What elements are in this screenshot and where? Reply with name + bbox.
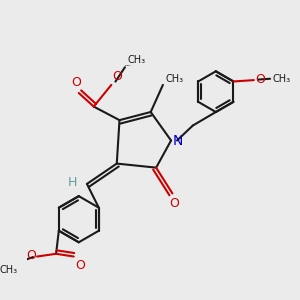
Text: O: O	[26, 250, 36, 262]
Text: O: O	[75, 259, 85, 272]
Text: methyl: methyl	[127, 64, 132, 66]
Text: H: H	[68, 176, 77, 189]
Text: CH₃: CH₃	[272, 74, 290, 84]
Text: O: O	[72, 76, 82, 89]
Text: O: O	[113, 70, 123, 83]
Text: O: O	[255, 73, 265, 86]
Text: CH₃: CH₃	[166, 74, 184, 83]
Text: N: N	[172, 134, 183, 148]
Text: O: O	[169, 197, 179, 211]
Text: methyl: methyl	[125, 64, 130, 66]
Text: CH₃: CH₃	[128, 55, 146, 64]
Text: CH₃: CH₃	[0, 265, 17, 275]
